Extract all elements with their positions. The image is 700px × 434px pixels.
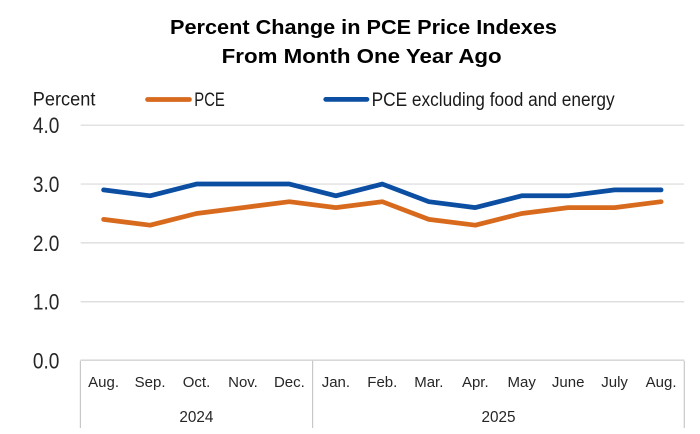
svg-text:4.0: 4.0: [33, 113, 60, 138]
svg-text:0.0: 0.0: [33, 349, 60, 374]
svg-text:PCE excluding food and energy: PCE excluding food and energy: [372, 90, 615, 111]
svg-text:Dec.: Dec.: [274, 374, 305, 391]
svg-text:Percent: Percent: [33, 89, 96, 110]
svg-text:2025: 2025: [482, 409, 516, 426]
svg-text:Sep.: Sep.: [135, 374, 166, 391]
svg-text:From Month One Year Ago: From Month One Year Ago: [222, 46, 502, 68]
svg-text:July: July: [601, 374, 628, 391]
svg-text:Nov.: Nov.: [228, 374, 258, 391]
svg-text:2.0: 2.0: [33, 231, 60, 256]
svg-text:Mar.: Mar.: [414, 374, 443, 391]
svg-text:Aug.: Aug.: [646, 374, 677, 391]
svg-text:May: May: [508, 374, 537, 391]
svg-text:1.0: 1.0: [33, 290, 60, 315]
svg-text:PCE: PCE: [194, 90, 225, 111]
svg-text:Jan.: Jan.: [322, 374, 350, 391]
svg-text:Apr.: Apr.: [462, 374, 489, 391]
svg-text:Percent Change in PCE Price In: Percent Change in PCE Price Indexes: [170, 17, 557, 39]
svg-text:2024: 2024: [179, 409, 213, 426]
svg-text:Oct.: Oct.: [183, 374, 211, 391]
svg-text:Feb.: Feb.: [367, 374, 397, 391]
svg-text:3.0: 3.0: [33, 172, 60, 197]
svg-text:Aug.: Aug.: [88, 374, 119, 391]
svg-text:June: June: [552, 374, 585, 391]
